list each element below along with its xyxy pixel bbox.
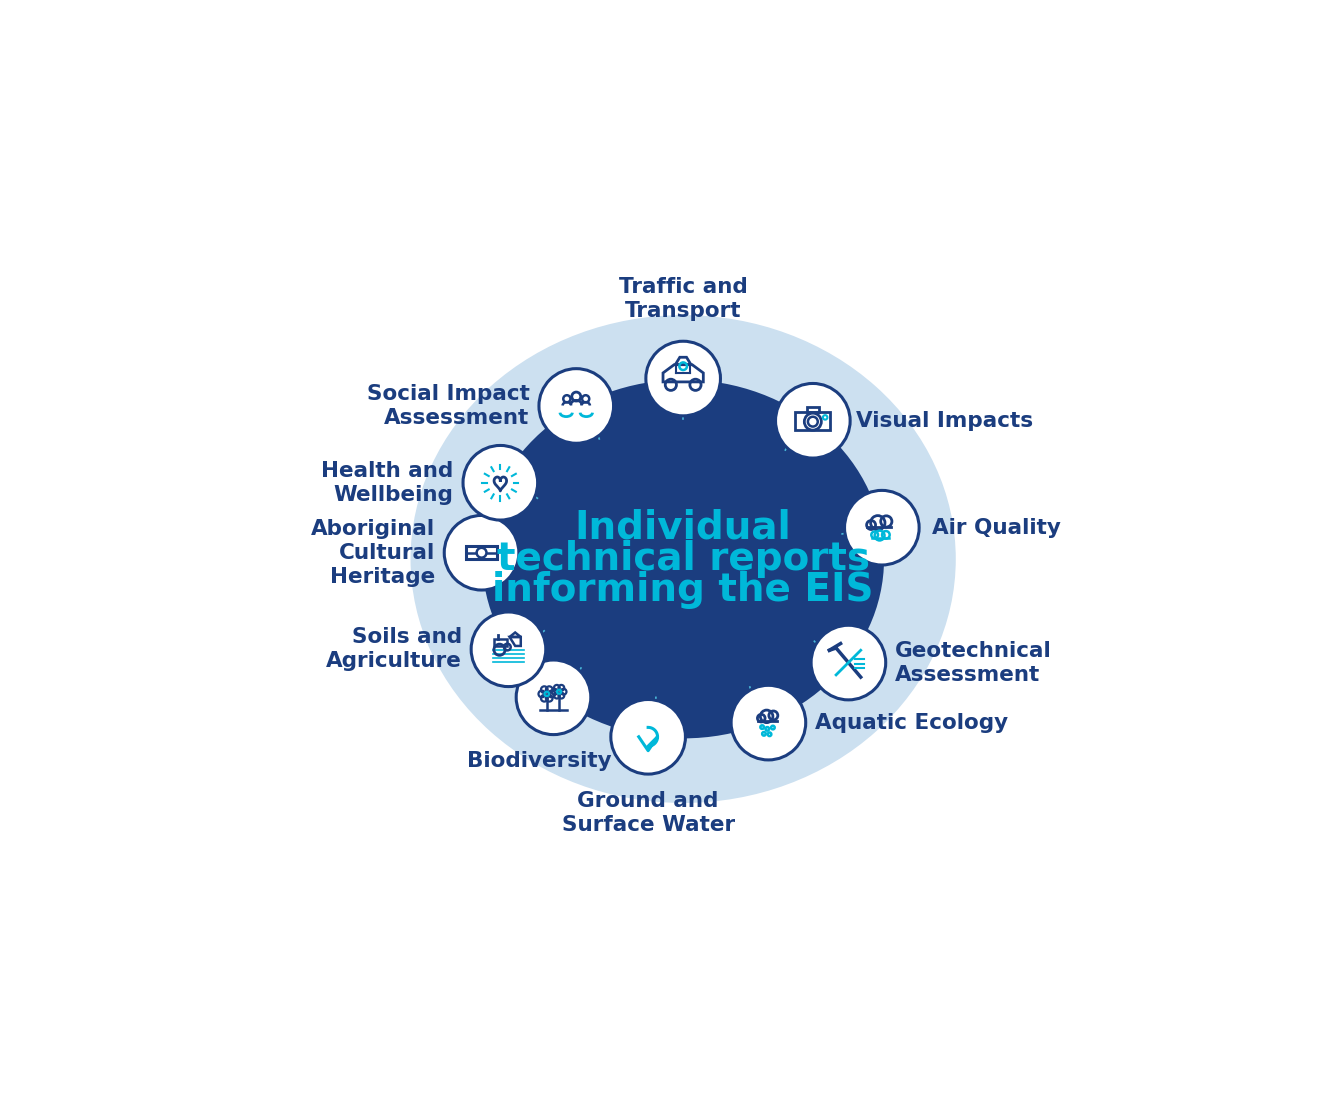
Circle shape bbox=[463, 445, 537, 520]
Text: Aquatic Ecology: Aquatic Ecology bbox=[814, 713, 1008, 733]
Text: technical reports: technical reports bbox=[497, 540, 869, 578]
Text: informing the EIS: informing the EIS bbox=[492, 571, 874, 609]
Circle shape bbox=[611, 700, 685, 774]
Ellipse shape bbox=[483, 380, 884, 738]
Circle shape bbox=[647, 341, 720, 416]
Circle shape bbox=[845, 490, 920, 565]
Text: Traffic and
Transport: Traffic and Transport bbox=[619, 277, 748, 321]
Text: Ground and
Surface Water: Ground and Surface Water bbox=[561, 790, 734, 835]
Circle shape bbox=[516, 660, 591, 735]
Text: Biodiversity: Biodiversity bbox=[467, 752, 612, 772]
Circle shape bbox=[444, 516, 519, 590]
Circle shape bbox=[810, 625, 885, 700]
Text: Geotechnical
Assessment: Geotechnical Assessment bbox=[894, 641, 1052, 684]
Ellipse shape bbox=[411, 315, 956, 803]
Text: Social Impact
Assessment: Social Impact Assessment bbox=[367, 384, 529, 428]
Text: Individual: Individual bbox=[575, 509, 792, 547]
Text: Visual Impacts: Visual Impacts bbox=[856, 411, 1033, 431]
Circle shape bbox=[730, 685, 805, 759]
Circle shape bbox=[776, 383, 850, 458]
Text: Aboriginal
Cultural
Heritage: Aboriginal Cultural Heritage bbox=[311, 519, 435, 587]
Circle shape bbox=[539, 369, 613, 443]
Text: Air Quality: Air Quality bbox=[932, 518, 1061, 538]
Text: Soils and
Agriculture: Soils and Agriculture bbox=[327, 628, 461, 671]
Circle shape bbox=[471, 612, 545, 686]
Text: Health and
Wellbeing: Health and Wellbeing bbox=[321, 461, 453, 505]
